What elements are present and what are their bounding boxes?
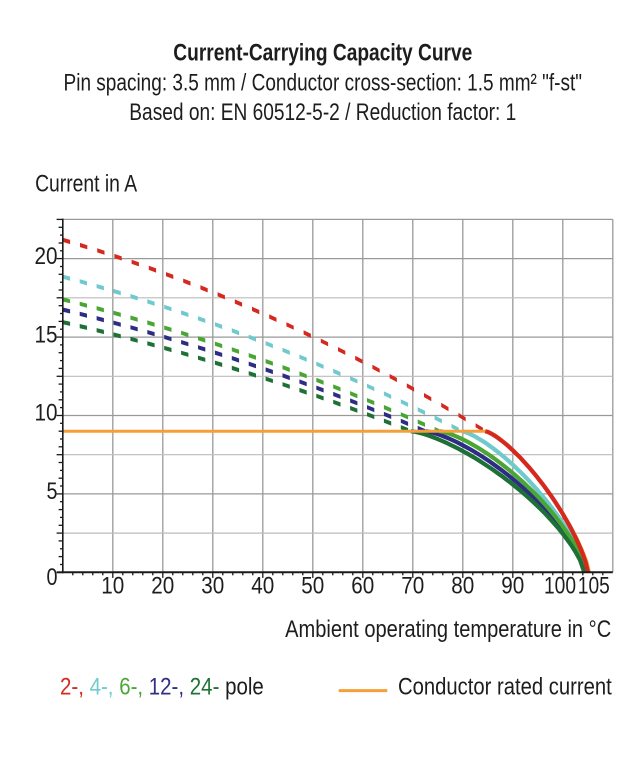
svg-text:4-,: 4-, (90, 674, 114, 701)
svg-text:Ambient operating temperature: Ambient operating temperature in °C (285, 616, 611, 643)
svg-text:5: 5 (47, 478, 58, 505)
svg-text:60: 60 (351, 572, 374, 599)
svg-text:2-,: 2-, (60, 674, 84, 701)
svg-text:80: 80 (451, 572, 474, 599)
svg-text:50: 50 (301, 572, 324, 599)
svg-text:20: 20 (35, 243, 58, 270)
svg-text:12-,: 12-, (149, 674, 184, 701)
svg-text:Conductor rated current: Conductor rated current (398, 674, 612, 701)
svg-text:10: 10 (35, 400, 58, 427)
svg-text:40: 40 (251, 572, 274, 599)
svg-text:0: 0 (47, 564, 58, 591)
svg-text:6-,: 6-, (119, 674, 143, 701)
svg-text:Pin spacing: 3.5 mm / Conducto: Pin spacing: 3.5 mm / Conductor cross-se… (64, 69, 583, 96)
svg-text:10: 10 (101, 572, 124, 599)
svg-text:Current in A: Current in A (35, 170, 138, 197)
svg-text:90: 90 (501, 572, 524, 599)
svg-text:100: 100 (544, 572, 576, 599)
svg-text:30: 30 (201, 572, 224, 599)
svg-text:Current-Carrying Capacity Curv: Current-Carrying Capacity Curve (173, 40, 472, 67)
svg-text:15: 15 (35, 321, 58, 348)
svg-text:20: 20 (151, 572, 174, 599)
svg-text:24-: 24- (190, 674, 220, 701)
svg-text:105: 105 (578, 572, 610, 599)
svg-text:70: 70 (401, 572, 424, 599)
svg-text:Based on: EN 60512-5-2 / Reduc: Based on: EN 60512-5-2 / Reduction facto… (129, 99, 516, 126)
svg-text:pole: pole (225, 674, 264, 701)
